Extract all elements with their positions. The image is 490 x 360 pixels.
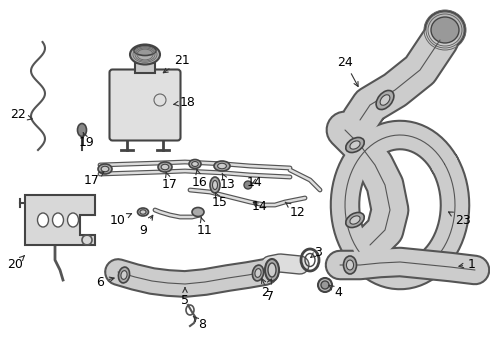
Bar <box>135 63 155 72</box>
Ellipse shape <box>318 278 332 292</box>
Ellipse shape <box>52 213 64 227</box>
Ellipse shape <box>431 17 459 43</box>
Text: 3: 3 <box>311 246 322 258</box>
Text: 18: 18 <box>174 95 196 108</box>
Ellipse shape <box>161 164 169 170</box>
Ellipse shape <box>252 265 264 281</box>
Text: 8: 8 <box>193 316 206 332</box>
Ellipse shape <box>343 256 357 274</box>
Ellipse shape <box>213 180 218 189</box>
Text: 22: 22 <box>10 108 32 122</box>
Ellipse shape <box>134 45 156 55</box>
Text: 23: 23 <box>448 212 471 226</box>
Polygon shape <box>25 195 95 245</box>
Ellipse shape <box>255 269 261 277</box>
Text: 11: 11 <box>197 218 213 237</box>
Text: 5: 5 <box>181 288 189 306</box>
Text: 2: 2 <box>261 279 271 298</box>
Ellipse shape <box>98 164 112 174</box>
Text: 13: 13 <box>220 173 236 192</box>
Text: 1: 1 <box>459 257 476 270</box>
Text: 10: 10 <box>110 213 132 226</box>
Text: 14: 14 <box>252 201 268 213</box>
Text: 6: 6 <box>96 275 114 288</box>
Ellipse shape <box>101 166 109 172</box>
Text: 14: 14 <box>247 175 263 189</box>
Text: 21: 21 <box>163 54 190 73</box>
Ellipse shape <box>121 271 127 279</box>
Ellipse shape <box>321 281 329 289</box>
Ellipse shape <box>244 181 252 189</box>
Text: 9: 9 <box>139 215 153 237</box>
Ellipse shape <box>380 95 390 105</box>
Ellipse shape <box>38 213 49 227</box>
Ellipse shape <box>268 263 276 277</box>
Text: 12: 12 <box>285 202 306 219</box>
Text: 19: 19 <box>79 132 95 148</box>
Text: 7: 7 <box>262 279 274 302</box>
Ellipse shape <box>119 267 129 283</box>
Ellipse shape <box>77 123 87 136</box>
Ellipse shape <box>210 177 220 193</box>
Ellipse shape <box>350 216 360 224</box>
Ellipse shape <box>158 162 172 172</box>
Text: 17: 17 <box>162 172 178 190</box>
Ellipse shape <box>350 141 360 149</box>
Ellipse shape <box>376 90 394 109</box>
Text: 17: 17 <box>84 172 104 186</box>
Ellipse shape <box>346 212 364 228</box>
FancyBboxPatch shape <box>109 69 180 140</box>
Ellipse shape <box>130 45 160 64</box>
Ellipse shape <box>192 162 198 166</box>
Ellipse shape <box>189 159 201 168</box>
Text: 24: 24 <box>337 55 358 86</box>
Ellipse shape <box>140 210 146 214</box>
Ellipse shape <box>68 213 78 227</box>
Text: 20: 20 <box>7 256 24 271</box>
Ellipse shape <box>425 11 465 49</box>
Text: 16: 16 <box>192 170 208 189</box>
Ellipse shape <box>346 138 364 153</box>
Ellipse shape <box>218 163 226 169</box>
Ellipse shape <box>138 208 148 216</box>
Ellipse shape <box>214 161 230 171</box>
Text: 15: 15 <box>212 193 228 208</box>
Ellipse shape <box>192 207 204 216</box>
Ellipse shape <box>346 260 354 270</box>
Ellipse shape <box>265 259 279 281</box>
Text: 4: 4 <box>329 285 342 298</box>
